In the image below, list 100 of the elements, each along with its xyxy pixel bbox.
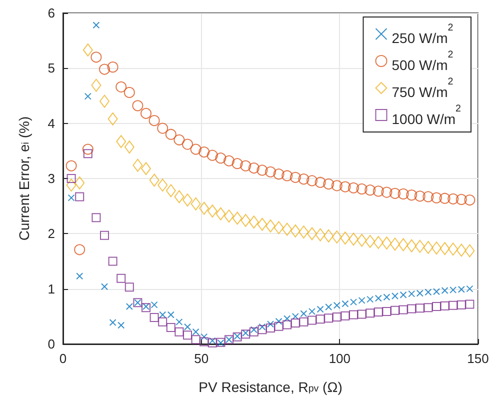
point <box>466 285 474 292</box>
point <box>241 330 250 339</box>
point <box>116 81 127 92</box>
x-axis-title: PV Resistance, Rpv (Ω) <box>198 379 342 395</box>
point <box>200 333 208 340</box>
point <box>433 288 440 296</box>
point <box>166 184 176 198</box>
point <box>464 194 476 206</box>
point <box>224 155 234 166</box>
point <box>250 326 258 334</box>
point <box>458 286 465 293</box>
y-tick-label: 3 <box>48 171 55 186</box>
point <box>350 298 357 306</box>
point <box>266 219 276 232</box>
point <box>200 337 209 346</box>
point <box>142 303 150 312</box>
point <box>208 337 216 344</box>
point <box>141 162 151 176</box>
point <box>422 191 434 202</box>
point <box>150 301 158 308</box>
point <box>74 176 85 190</box>
point <box>182 194 192 207</box>
point <box>107 62 118 73</box>
x-tick-label: 150 <box>467 351 489 366</box>
point <box>91 78 102 92</box>
point <box>124 140 134 154</box>
point <box>132 158 143 172</box>
point <box>392 292 398 300</box>
y-axis-title: Current Error, ei (%) <box>16 116 32 241</box>
x-tick-label: 50 <box>194 351 209 366</box>
point <box>324 229 334 242</box>
point <box>390 238 400 251</box>
point <box>84 92 92 100</box>
point <box>232 158 243 170</box>
point <box>142 302 150 310</box>
point <box>100 230 109 240</box>
point <box>323 178 334 190</box>
y-tick-label: 1 <box>48 281 55 296</box>
point <box>307 227 317 240</box>
point <box>174 190 184 204</box>
point <box>382 236 392 250</box>
point <box>382 306 392 316</box>
point <box>108 256 118 266</box>
point <box>158 178 168 192</box>
point <box>90 52 102 63</box>
point <box>398 188 409 200</box>
point <box>374 294 382 302</box>
point <box>267 320 274 328</box>
point <box>190 144 202 155</box>
point <box>298 226 309 239</box>
point <box>140 108 152 119</box>
point <box>348 182 359 194</box>
x-tick-label: 0 <box>59 351 67 366</box>
point <box>356 234 367 247</box>
point <box>465 300 474 309</box>
point <box>456 300 466 310</box>
point <box>406 239 417 252</box>
point <box>166 322 176 332</box>
point <box>157 122 168 134</box>
point <box>76 272 84 280</box>
point <box>240 160 252 172</box>
point <box>232 212 242 225</box>
point <box>257 218 268 231</box>
point <box>366 308 375 318</box>
point <box>448 193 459 204</box>
point <box>99 64 110 75</box>
y-tick-label: 6 <box>48 6 55 20</box>
point <box>456 244 466 257</box>
point <box>82 144 94 155</box>
point <box>208 338 217 348</box>
point <box>440 242 450 256</box>
point <box>464 244 475 258</box>
point <box>282 222 292 236</box>
point <box>282 320 292 330</box>
point <box>358 296 366 304</box>
point <box>440 301 450 310</box>
point <box>174 134 185 146</box>
point <box>400 291 407 298</box>
point <box>306 175 318 186</box>
y-tick-label: 0 <box>48 336 55 352</box>
point <box>332 230 342 244</box>
point <box>124 86 135 98</box>
point <box>407 304 416 314</box>
point <box>274 322 284 331</box>
point <box>265 166 276 178</box>
point <box>101 283 108 290</box>
point <box>109 318 116 326</box>
point <box>431 192 442 204</box>
point <box>74 244 86 256</box>
point <box>165 128 176 140</box>
point <box>258 325 267 334</box>
point <box>258 323 266 330</box>
point <box>198 146 210 158</box>
point <box>414 240 425 253</box>
point <box>207 204 218 218</box>
point <box>456 194 467 205</box>
point <box>118 322 125 329</box>
point <box>191 335 200 344</box>
point <box>66 178 76 192</box>
point <box>406 190 418 201</box>
